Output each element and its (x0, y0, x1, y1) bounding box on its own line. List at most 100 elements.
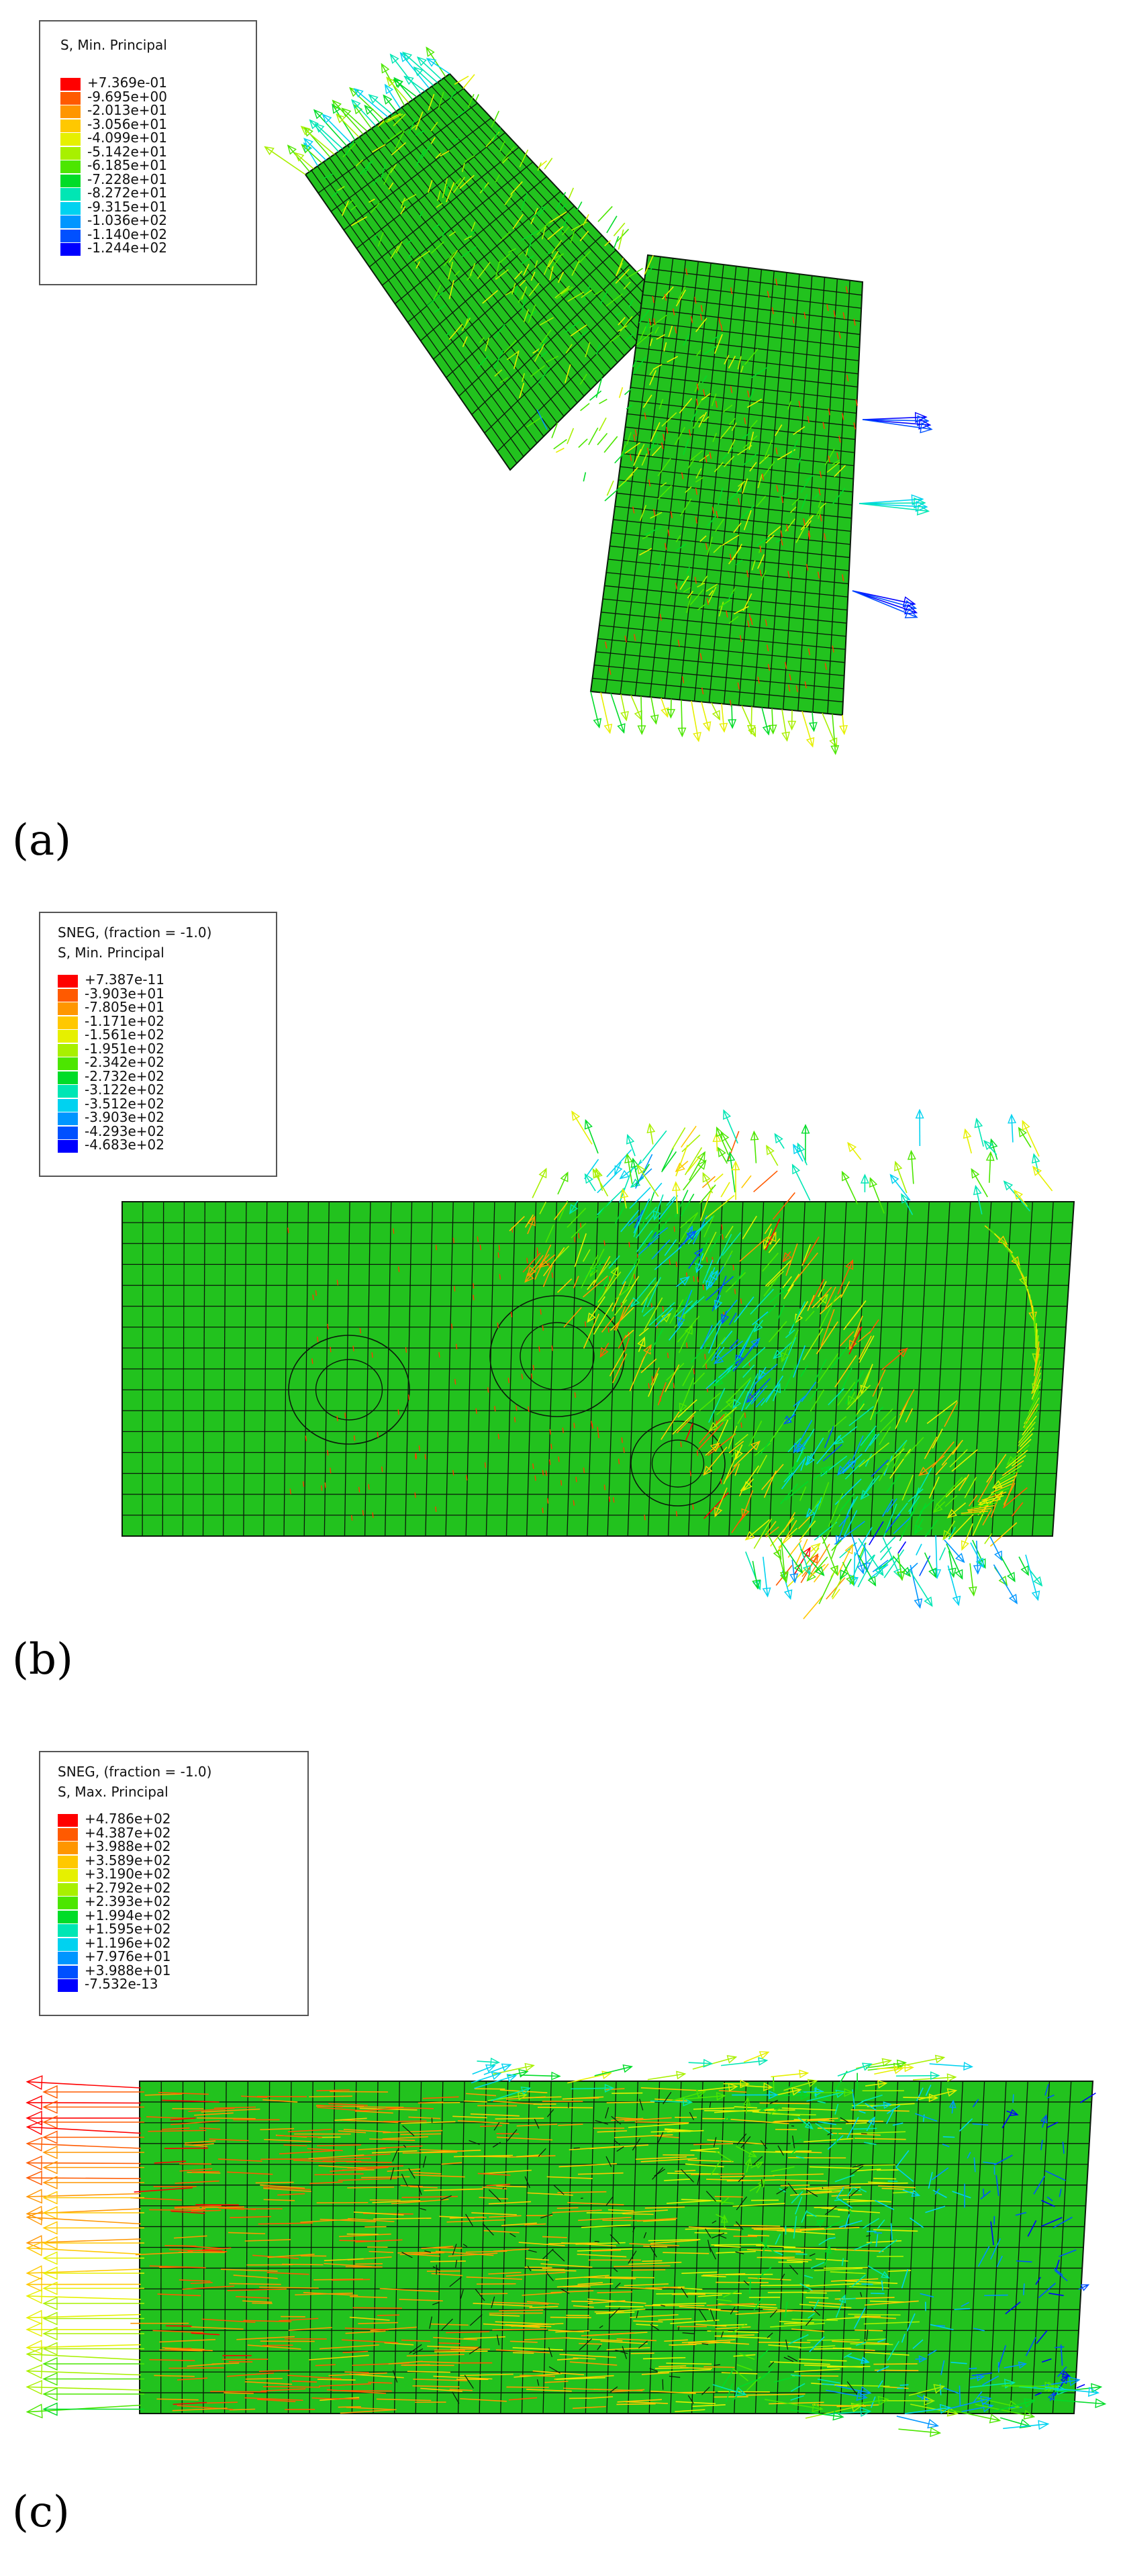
stress-arrow (355, 2239, 403, 2243)
stress-arrow (433, 2336, 477, 2340)
stress-arrow (551, 422, 558, 438)
stress-arrow (1018, 2386, 1067, 2392)
stress-arrow (267, 2253, 315, 2258)
stress-arrow (841, 2258, 844, 2267)
stress-arrow (755, 1397, 765, 1408)
stress-arrow (859, 2110, 866, 2114)
legend-swatch (58, 1140, 78, 1153)
stress-arrowhead (833, 1435, 844, 1445)
stress-arrowhead (714, 1299, 723, 1310)
stress-arrow (475, 94, 479, 101)
stress-tick (540, 1309, 542, 1315)
mesh-line (528, 2249, 537, 2253)
stress-arrow (877, 2219, 885, 2230)
stress-arrow (990, 2238, 1002, 2260)
stress-arrow (407, 248, 415, 258)
stress-arrow (1032, 1385, 1041, 1401)
stress-arrow (791, 1560, 796, 1582)
mesh-line (605, 2107, 609, 2119)
stress-arrow (472, 2064, 495, 2075)
stress-arrow (846, 2355, 869, 2363)
legend-swatch (58, 1016, 78, 1029)
stress-arrow (889, 1174, 911, 1201)
stress-arrow (701, 1325, 713, 1349)
stress-arrow (658, 399, 664, 410)
stress-arrow (352, 2307, 402, 2309)
stress-tick (336, 1280, 339, 1286)
stress-arrow (595, 344, 601, 355)
mesh-line (604, 585, 848, 611)
stress-arrow (799, 2226, 860, 2232)
mesh-line (850, 2189, 859, 2197)
stress-arrow (723, 1358, 740, 1373)
stress-arrow (814, 1359, 827, 1382)
stress-arrow (1024, 1397, 1040, 1425)
stress-arrow (522, 373, 525, 383)
stress-arrow (978, 1498, 1001, 1505)
stress-arrow (855, 2342, 867, 2346)
stress-arrow (559, 203, 567, 211)
legend-value: +2.792e+02 (85, 1879, 171, 1896)
stress-arrow (316, 2104, 343, 2108)
stress-arrow (642, 2260, 663, 2262)
stress-arrowhead (911, 2189, 921, 2197)
stress-tick (663, 434, 665, 441)
stress-arrow (1005, 1449, 1028, 1469)
stress-arrow (710, 2158, 722, 2176)
stress-arrow (336, 113, 360, 138)
stress-arrow (201, 2318, 256, 2323)
stress-arrow (703, 1214, 715, 1238)
stress-arrow (756, 495, 767, 508)
stress-arrow (720, 1182, 730, 1198)
mesh-line (611, 532, 850, 559)
stress-arrow (895, 2150, 910, 2168)
stress-arrow (530, 365, 546, 377)
stress-arrow (736, 559, 743, 566)
stress-arrow (342, 142, 356, 158)
stress-arrow (519, 383, 525, 399)
stress-arrow (527, 2192, 573, 2196)
stress-arrowhead (961, 1540, 969, 1551)
stress-arrowhead (490, 2057, 501, 2066)
mesh-curve (651, 1439, 705, 1488)
stress-tick (584, 1321, 587, 1327)
stress-arrow (752, 1311, 769, 1326)
stress-arrow (513, 2352, 534, 2354)
stress-arrow (559, 2354, 616, 2358)
mesh-line (548, 2347, 552, 2358)
stress-arrow (800, 1554, 819, 1584)
stress-arrow (810, 1278, 825, 1305)
stress-arrow (723, 2290, 738, 2298)
stress-arrow (788, 2334, 809, 2345)
stress-arrow (864, 2142, 877, 2146)
stress-arrow (964, 1129, 973, 1154)
stress-arrow (858, 1335, 872, 1360)
stress-arrowhead (948, 2099, 957, 2109)
stress-tick (675, 582, 678, 590)
stress-tick (842, 312, 845, 320)
stress-arrow (471, 222, 476, 232)
stress-arrow (859, 1442, 889, 1468)
stress-tick (695, 398, 699, 406)
stress-arrow (725, 2383, 734, 2402)
stress-arrow (686, 595, 692, 614)
stress-arrow (1028, 1391, 1040, 1414)
mesh-line (538, 2148, 546, 2157)
stress-arrow (594, 2066, 632, 2077)
stress-arrowhead (973, 1564, 982, 1575)
stress-arrow (556, 2358, 579, 2360)
stress-arrow (386, 113, 403, 124)
mesh-line (509, 2233, 516, 2238)
stress-arrow (578, 250, 591, 264)
stress-arrow (27, 2353, 142, 2360)
stress-arrow (822, 1443, 843, 1462)
stress-arrow (707, 586, 717, 604)
stress-arrow (558, 2162, 617, 2168)
stress-arrow (761, 570, 767, 581)
stress-arrow (945, 1477, 967, 1498)
stress-tick (609, 667, 612, 675)
stress-arrow (277, 2135, 322, 2138)
stress-arrow (368, 2381, 393, 2384)
stress-arrowhead (773, 1382, 781, 1394)
stress-arrow (823, 2267, 868, 2269)
